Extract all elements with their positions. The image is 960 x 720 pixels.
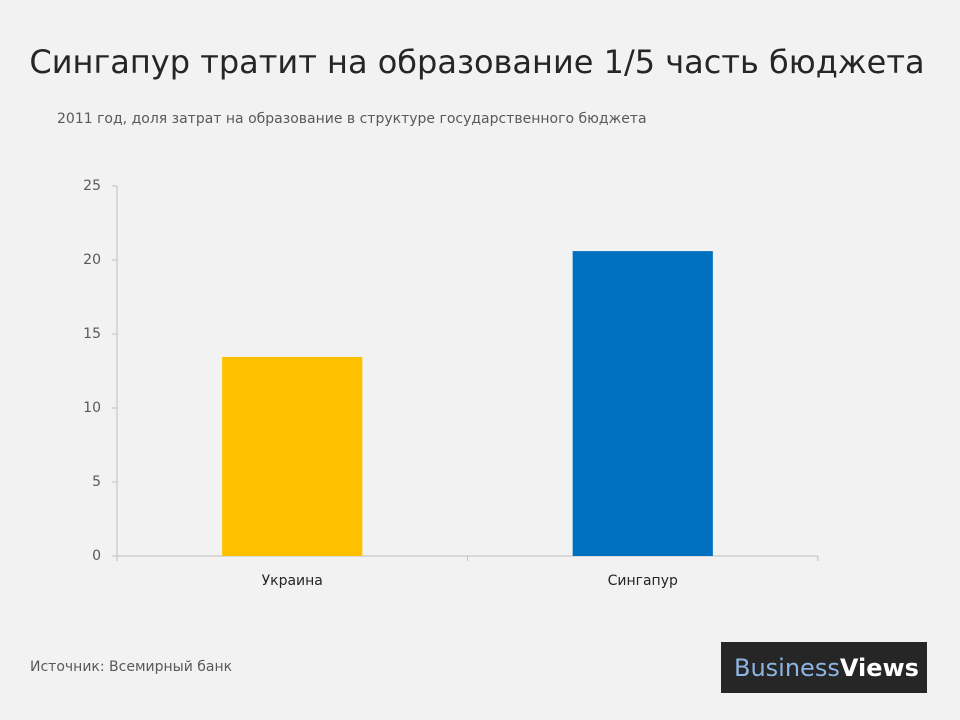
chart-title: Сингапур тратит на образование 1/5 часть… (29, 43, 924, 81)
bar (222, 356, 363, 556)
y-tick-label: 10 (83, 400, 101, 416)
source: Источник: Всемирный банк (30, 659, 232, 675)
y-tick-label: 15 (83, 326, 101, 342)
bar (572, 251, 713, 556)
logo: BusinessViews (734, 654, 919, 682)
y-tick-label: 5 (92, 474, 101, 490)
logo-first: Business (734, 654, 840, 682)
y-tick-label: 20 (83, 252, 101, 268)
logo-second: Views (840, 654, 919, 682)
y-tick-label: 25 (83, 178, 101, 194)
x-tick-label: Украина (262, 573, 323, 589)
x-tick-label: Сингапур (608, 573, 678, 589)
y-tick-label: 0 (92, 548, 101, 564)
logo-box (721, 642, 927, 693)
chart-subtitle: 2011 год, доля затрат на образование в с… (57, 111, 647, 127)
